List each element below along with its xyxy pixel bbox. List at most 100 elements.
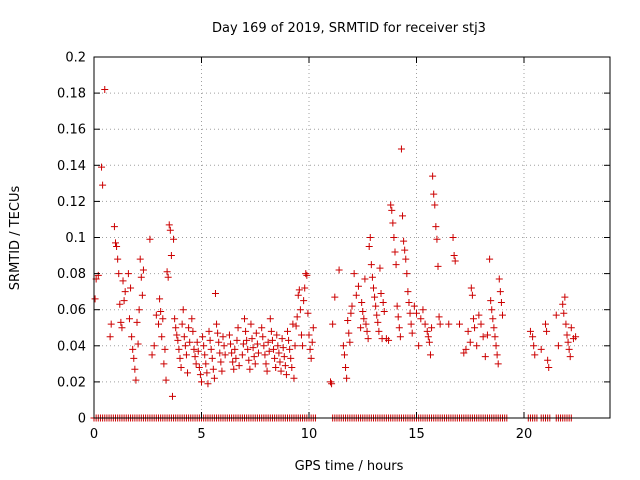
- data-point: [253, 340, 261, 348]
- data-point: [288, 363, 296, 371]
- data-point: [451, 257, 459, 265]
- data-point: [404, 288, 412, 296]
- data-point: [98, 163, 106, 171]
- data-point: [294, 291, 302, 299]
- data-point: [329, 320, 337, 328]
- data-point: [483, 331, 491, 339]
- data-point: [245, 356, 253, 364]
- data-point: [374, 318, 382, 326]
- data-point: [207, 345, 215, 353]
- data-point: [171, 315, 179, 323]
- data-point: [175, 345, 183, 353]
- data-point: [218, 367, 226, 375]
- data-point: [277, 367, 285, 375]
- data-point: [188, 315, 196, 323]
- data-point: [164, 273, 172, 281]
- data-point: [291, 342, 299, 350]
- data-point: [450, 252, 458, 260]
- data-point: [210, 374, 218, 382]
- data-point: [562, 320, 570, 328]
- data-point: [328, 380, 336, 388]
- data-point: [136, 255, 144, 263]
- data-point: [184, 369, 192, 377]
- data-point: [371, 293, 379, 301]
- data-point: [152, 311, 160, 319]
- y-tick-label: 0.12: [57, 195, 86, 210]
- data-point: [234, 324, 242, 332]
- data-point: [407, 320, 415, 328]
- data-point: [181, 342, 189, 350]
- data-point: [252, 329, 260, 337]
- data-point: [432, 223, 440, 231]
- data-point: [182, 351, 190, 359]
- data-point: [433, 235, 441, 243]
- data-point: [379, 298, 387, 306]
- data-point: [564, 338, 572, 346]
- data-point: [121, 288, 129, 296]
- data-point: [340, 351, 348, 359]
- data-point: [347, 309, 355, 317]
- data-point: [552, 311, 560, 319]
- data-point: [192, 360, 200, 368]
- data-point: [380, 308, 388, 316]
- data-point: [390, 234, 398, 241]
- data-point: [129, 345, 137, 353]
- data-point: [172, 324, 180, 332]
- data-point: [220, 342, 228, 350]
- data-point: [115, 270, 123, 278]
- data-point: [274, 342, 282, 350]
- data-point: [377, 289, 385, 297]
- data-point: [219, 333, 227, 341]
- data-point: [176, 354, 184, 362]
- data-point: [297, 331, 305, 339]
- data-point: [543, 327, 551, 335]
- data-point: [401, 246, 409, 254]
- data-point: [402, 255, 410, 263]
- data-point: [168, 392, 176, 400]
- data-point: [215, 338, 223, 346]
- data-point: [261, 351, 269, 359]
- data-point: [225, 331, 233, 339]
- data-point: [134, 340, 142, 348]
- data-point: [107, 320, 115, 328]
- data-point: [304, 309, 312, 317]
- data-point: [146, 235, 154, 243]
- data-point: [413, 309, 420, 317]
- data-point: [170, 235, 178, 243]
- data-point: [163, 268, 171, 276]
- data-point: [196, 371, 204, 379]
- data-point: [133, 318, 141, 326]
- data-point: [280, 353, 288, 361]
- data-point: [488, 306, 496, 314]
- data-point: [399, 212, 407, 220]
- data-point: [367, 261, 375, 269]
- grid-lines: [94, 57, 610, 418]
- data-point: [281, 362, 289, 370]
- data-point: [158, 333, 166, 341]
- data-point: [159, 315, 167, 323]
- y-tick-label: 0.16: [57, 123, 86, 138]
- data-point: [415, 342, 423, 350]
- data-point: [491, 333, 499, 341]
- data-point: [394, 313, 402, 321]
- data-point: [468, 291, 476, 299]
- data-point: [308, 338, 316, 346]
- data-point: [157, 308, 165, 316]
- data-point: [229, 358, 237, 366]
- data-point: [344, 317, 352, 325]
- data-point: [230, 365, 238, 373]
- data-point: [135, 306, 143, 314]
- data-point: [155, 320, 162, 328]
- data-point: [366, 234, 374, 241]
- data-point: [537, 345, 545, 353]
- y-tick-label: 0.18: [57, 87, 86, 102]
- data-point: [477, 320, 485, 328]
- data-point: [565, 345, 573, 353]
- data-point: [290, 374, 298, 382]
- data-point: [167, 252, 175, 260]
- data-point: [221, 351, 229, 359]
- data-point: [148, 351, 156, 359]
- data-point: [303, 271, 311, 279]
- data-point: [260, 342, 268, 350]
- data-point: [228, 349, 236, 357]
